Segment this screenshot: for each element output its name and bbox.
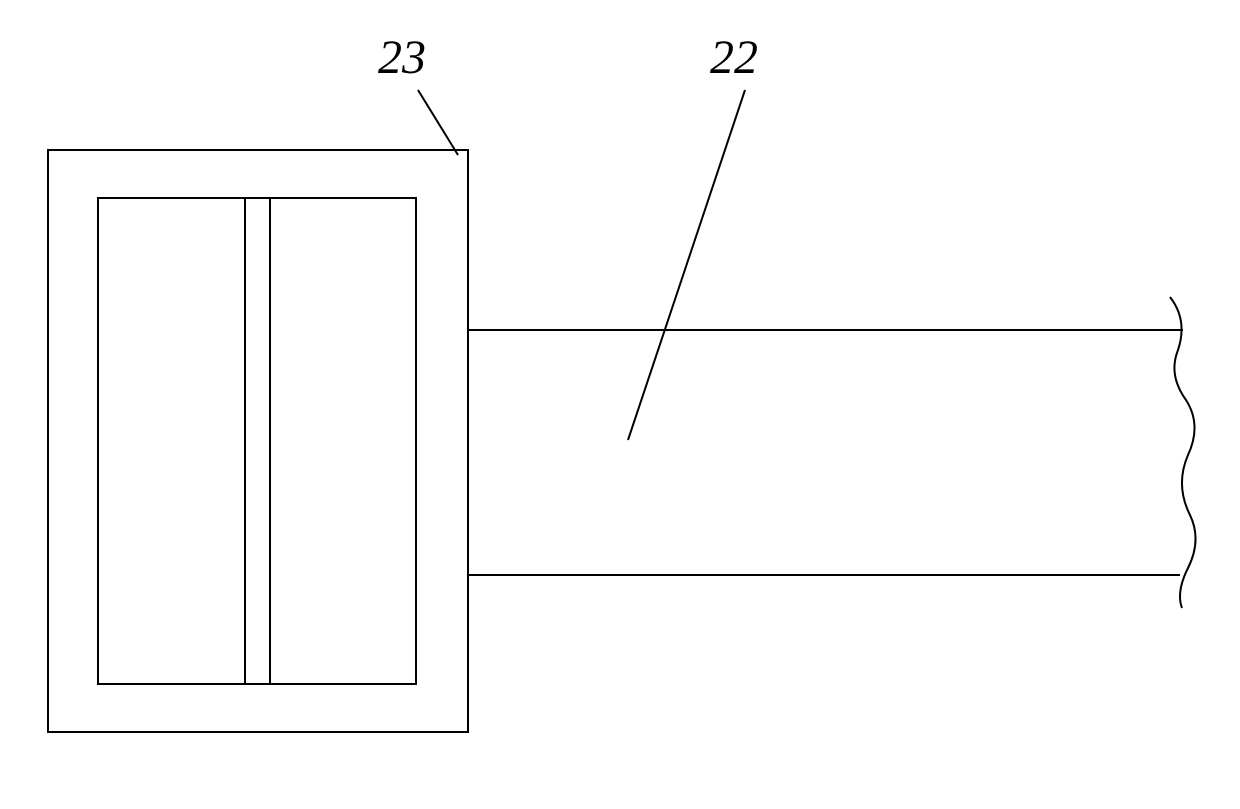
leader-line-23 (418, 90, 458, 155)
inner-box (98, 198, 416, 684)
break-line (1170, 297, 1196, 608)
label-23: 23 (378, 30, 426, 85)
label-22: 22 (710, 30, 758, 85)
diagram-canvas (0, 0, 1240, 809)
leader-line-22 (628, 90, 745, 440)
outer-box (48, 150, 468, 732)
